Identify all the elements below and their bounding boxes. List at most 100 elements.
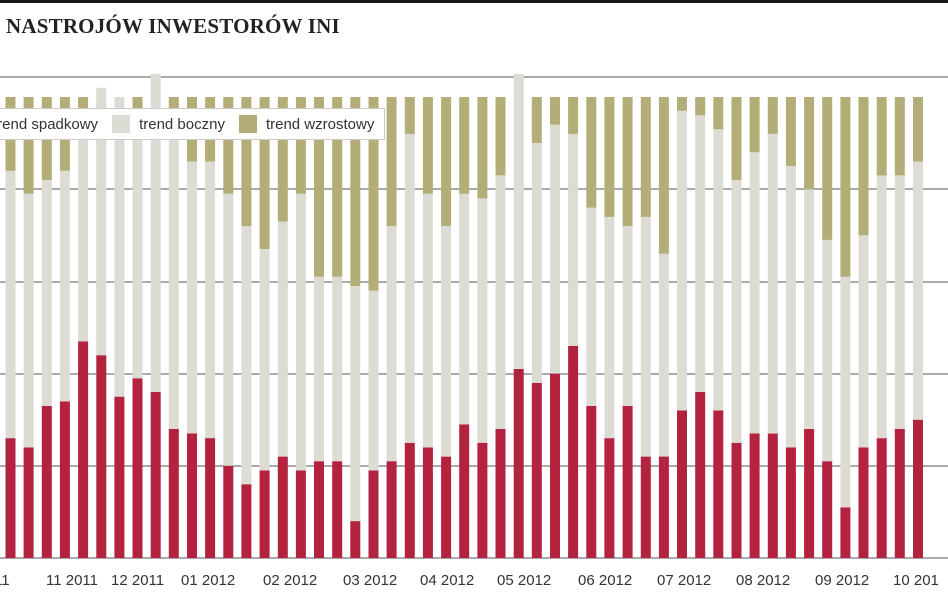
bar-down-30 [550, 373, 560, 558]
bar-up-1 [23, 97, 34, 194]
bar-side-47 [858, 235, 869, 448]
legend-item-down: trend spadkowy [0, 115, 98, 133]
bar-up-42 [767, 97, 778, 134]
bar-up-33 [604, 97, 615, 217]
bar-down-49 [894, 428, 905, 558]
bar-side-35 [640, 216, 651, 457]
bar-down-43 [785, 447, 796, 558]
bar-side-4 [78, 129, 89, 342]
bar-down-28 [513, 369, 524, 558]
bar-down-41 [749, 433, 760, 558]
bar-up-50 [913, 97, 923, 162]
bar-down-27 [495, 428, 506, 558]
bar-up-39 [713, 97, 724, 130]
bar-up-37 [677, 97, 687, 111]
bar-up-38 [695, 97, 706, 116]
bar-side-33 [604, 216, 615, 439]
bar-down-9 [168, 428, 179, 558]
x-tick-label-5: 03 2012 [343, 572, 397, 589]
x-tick-label-11: 09 2012 [815, 572, 869, 589]
bar-side-18 [332, 276, 343, 462]
bar-side-22 [404, 133, 415, 443]
bar-down-26 [477, 442, 488, 559]
bar-down-0 [5, 438, 16, 558]
bar-up-30 [550, 97, 560, 125]
bar-side-39 [713, 129, 724, 411]
bar-side-34 [622, 226, 633, 406]
bar-side-45 [822, 239, 833, 462]
bar-side-31 [568, 133, 579, 346]
x-tick-label-2: 12 2011 [111, 572, 164, 589]
top-rule [0, 0, 948, 3]
bar-up-19 [350, 97, 361, 286]
legend-item-side: trend boczny [112, 115, 225, 133]
bar-down-50 [913, 419, 923, 558]
bar-down-32 [586, 405, 597, 558]
bar-up-47 [858, 97, 869, 236]
bar-down-48 [876, 438, 887, 558]
bar-up-45 [822, 97, 833, 240]
bar-down-24 [441, 456, 452, 558]
bar-side-36 [658, 253, 669, 457]
bar-side-12 [223, 193, 234, 466]
bar-down-35 [640, 456, 651, 558]
bar-down-5 [96, 355, 107, 558]
bar-side-30 [550, 124, 560, 374]
bar-up-17 [314, 97, 324, 277]
bar-side-37 [677, 110, 687, 411]
bar-up-18 [332, 97, 343, 277]
bar-down-37 [677, 410, 687, 558]
bar-up-44 [804, 97, 815, 190]
bar-up-21 [386, 97, 397, 227]
bar-side-14 [259, 249, 270, 471]
bar-down-22 [404, 442, 415, 559]
legend-swatch-up [238, 115, 257, 133]
bar-down-25 [459, 424, 470, 558]
bar-down-34 [622, 405, 633, 558]
bar-up-40 [731, 97, 742, 180]
x-tick-label-4: 02 2012 [263, 572, 317, 589]
legend-label-side: trend boczny [139, 115, 225, 133]
bar-down-13 [241, 484, 252, 558]
bar-side-50 [913, 161, 923, 420]
bar-side-42 [767, 133, 778, 434]
bar-up-20 [368, 97, 379, 291]
bar-up-36 [658, 97, 669, 254]
bar-down-15 [277, 456, 288, 558]
bar-side-29 [531, 143, 542, 383]
bar-down-36 [658, 456, 669, 558]
bar-down-45 [822, 461, 833, 558]
bar-side-38 [695, 115, 706, 393]
legend-item-up: trend wzrostowy [238, 115, 374, 133]
bar-down-39 [713, 410, 724, 558]
bar-down-14 [259, 470, 270, 558]
bar-down-4 [78, 341, 89, 558]
bar-down-31 [568, 345, 579, 558]
bar-up-23 [422, 97, 433, 194]
bar-up-26 [477, 97, 488, 199]
bar-side-44 [804, 189, 815, 429]
bar-side-21 [386, 226, 397, 462]
bar-side-40 [731, 180, 742, 443]
bar-up-22 [404, 97, 415, 134]
bar-side-7 [132, 120, 143, 379]
bar-up-15 [277, 97, 288, 222]
bar-down-11 [205, 438, 216, 558]
bar-down-40 [731, 442, 742, 559]
legend-label-down: trend spadkowy [0, 115, 99, 133]
bar-side-11 [205, 161, 216, 439]
bar-down-12 [223, 465, 234, 558]
bar-side-32 [586, 207, 597, 406]
bar-down-33 [604, 438, 615, 558]
bar-down-19 [350, 521, 361, 558]
bar-side-13 [241, 226, 252, 485]
bar-side-41 [749, 152, 760, 434]
bar-side-8 [150, 73, 161, 393]
x-tick-label-9: 07 2012 [657, 572, 711, 589]
bar-up-13 [241, 97, 252, 227]
x-tick-label-10: 08 2012 [736, 572, 790, 589]
bar-up-34 [622, 97, 633, 227]
bar-side-23 [422, 193, 433, 448]
bar-side-28 [513, 73, 524, 369]
bar-side-25 [459, 193, 470, 425]
